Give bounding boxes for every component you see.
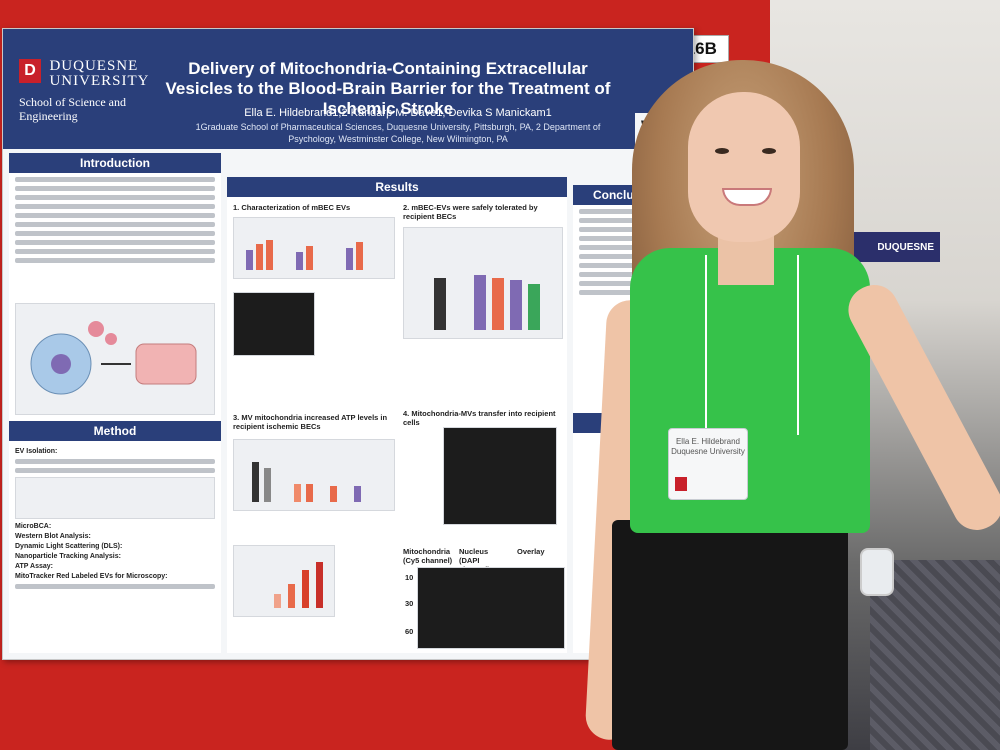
chart-bar: [288, 584, 295, 608]
method-text-line: [15, 584, 215, 589]
chart-bar: [316, 562, 323, 608]
chart-bar: [528, 284, 540, 330]
intro-text-line: [15, 249, 215, 254]
poster-affiliations: 1Graduate School of Pharmaceutical Scien…: [195, 122, 601, 144]
conclusion-text-line: [579, 245, 679, 250]
lanyard: [705, 255, 799, 435]
chart-bar: [264, 468, 271, 502]
intro-text-line: [15, 213, 215, 218]
method-diagram: [15, 477, 215, 519]
research-poster: D DUQUESNE UNIVERSITY School of Science …: [2, 28, 694, 660]
panel-3-atp-chart: [233, 439, 395, 511]
intro-text-line: [15, 186, 215, 191]
smartwatch: [860, 548, 894, 596]
conclusion-text-line: [579, 227, 679, 232]
chart-bar: [294, 484, 301, 502]
conclusion-text-line: [579, 236, 679, 241]
badge-name: Ella E. Hildebrand: [675, 437, 741, 446]
panel-2-bar-chart: [403, 227, 563, 339]
conclusion-text-line: [579, 263, 679, 268]
person-eye: [762, 148, 776, 154]
microscopy-grid-2: [417, 567, 565, 649]
conclusion-text-line: [579, 281, 679, 286]
chart-bar: [274, 594, 281, 608]
method-item: Western Blot Analysis:: [15, 533, 91, 540]
method-item: ATP Assay:: [15, 563, 53, 570]
chart-bar: [306, 246, 313, 270]
panel-3-second-chart: [233, 545, 335, 617]
chart-bar: [510, 280, 522, 330]
badge-affiliation: Duquesne University: [671, 447, 745, 456]
intro-text-line: [15, 177, 215, 182]
intro-text-line: [15, 195, 215, 200]
microscopy-grid-1: [443, 427, 557, 525]
poster-header: D DUQUESNE UNIVERSITY School of Science …: [3, 29, 693, 151]
university-name: DUQUESNE UNIVERSITY: [49, 58, 150, 89]
intro-diagram: [15, 303, 215, 415]
left-column: Introduction Method EV Isolation:: [9, 153, 221, 653]
method-item: Nanoparticle Tracking Analysis:: [15, 553, 121, 560]
microscopy-col-label: Mitochondria (Cy5 channel): [403, 547, 453, 565]
microscopy-row-label: 30: [405, 599, 414, 608]
results-column: Results 1. Characterization of mBEC EVs …: [227, 177, 567, 653]
university-logo: D DUQUESNE UNIVERSITY School of Science …: [19, 59, 159, 123]
chart-bar: [434, 278, 446, 330]
chart-bar: [306, 484, 313, 502]
method-item: EV Isolation:: [15, 448, 58, 455]
person-pants: [612, 520, 848, 750]
results-panel-4-title: 4. Mitochondria-MVs transfer into recipi…: [403, 409, 556, 427]
chart-bar: [330, 486, 337, 502]
microscopy-row-label: 10: [405, 573, 414, 582]
intro-text-line: [15, 222, 215, 227]
method-text-line: [15, 468, 215, 473]
results-panel-2-title: 2. mBEC-EVs were safely tolerated by rec…: [403, 203, 538, 221]
conclusion-text-line: [579, 272, 679, 277]
chart-bar: [356, 242, 363, 270]
microscopy-row-label: 60: [405, 627, 414, 636]
introduction-heading: Introduction: [9, 153, 221, 173]
intro-text-line: [15, 258, 215, 263]
intro-text-line: [15, 204, 215, 209]
poster-title: Delivery of Mitochondria-Containing Extr…: [165, 59, 611, 118]
cell-diagram-illustration: [30, 321, 197, 395]
chart-bar: [354, 486, 361, 502]
chart-bar: [256, 244, 263, 270]
poster-authors: Ella E. Hildebrand1,2 Kandarp M. Dave1, …: [244, 107, 552, 119]
method-item: MitoTracker Red Labeled EVs for Microsco…: [15, 573, 168, 580]
chart-bar: [346, 248, 353, 270]
chart-bar: [266, 240, 273, 270]
conclusion-text-line: [579, 218, 679, 223]
method-item: MicroBCA:: [15, 523, 52, 530]
person-face: [688, 92, 800, 242]
method-text-line: [15, 459, 215, 464]
chart-bar: [302, 570, 309, 608]
school-name: School of Science and Engineering: [19, 95, 126, 123]
name-badge: Ella E. Hildebrand Duquesne University: [668, 428, 748, 500]
results-heading: Results: [227, 177, 567, 197]
chart-bar: [492, 278, 504, 330]
microscopy-col-label: Overlay: [517, 547, 545, 556]
method-heading: Method: [9, 421, 221, 441]
intro-text-line: [15, 231, 215, 236]
person-eye: [715, 148, 729, 154]
method-item: Dynamic Light Scattering (DLS):: [15, 543, 123, 550]
conclusion-text-line: [579, 209, 679, 214]
chart-bar: [252, 462, 259, 502]
badge-logo-icon: [675, 477, 687, 491]
panel-1-charts: [233, 217, 395, 279]
results-panel-3-title: 3. MV mitochondria increased ATP levels …: [233, 413, 388, 431]
chart-bar: [474, 275, 486, 330]
intro-text-line: [15, 240, 215, 245]
chart-bar: [296, 252, 303, 270]
background-sign: DUQUESNE: [845, 232, 940, 262]
university-crest-icon: D: [19, 59, 41, 83]
results-panel-1-title: 1. Characterization of mBEC EVs: [233, 203, 351, 212]
conclusion-text-line: [579, 290, 679, 295]
conclusion-text-line: [579, 254, 679, 259]
western-blot-image: [233, 292, 315, 356]
chart-bar: [246, 250, 253, 270]
